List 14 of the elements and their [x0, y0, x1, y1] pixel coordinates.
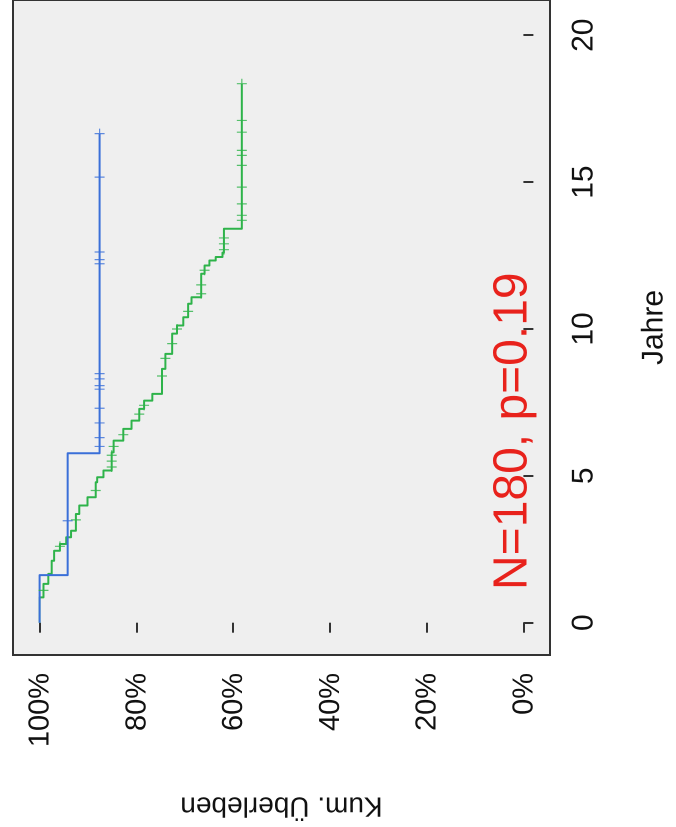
x-axis-title: Kum. Überleben — [180, 792, 383, 822]
x-tick-label: 80% — [120, 673, 152, 732]
y-tick-label: 15 — [566, 165, 600, 199]
x-tick-label: 20% — [410, 673, 443, 732]
y-tick-label: 0 — [566, 614, 600, 632]
annotation: N=180, p=0.19 — [484, 272, 538, 590]
x-tick-label: 100% — [24, 673, 56, 748]
x-tick-label: 60% — [217, 673, 250, 732]
y-tick-label: 10 — [566, 312, 600, 346]
y-axis-title: Jahre — [636, 290, 670, 366]
x-tick-label: 40% — [314, 673, 346, 732]
x-tick-label: 0% — [507, 673, 540, 715]
y-tick-label: 5 — [566, 467, 600, 484]
y-tick-label: 20 — [566, 18, 600, 52]
